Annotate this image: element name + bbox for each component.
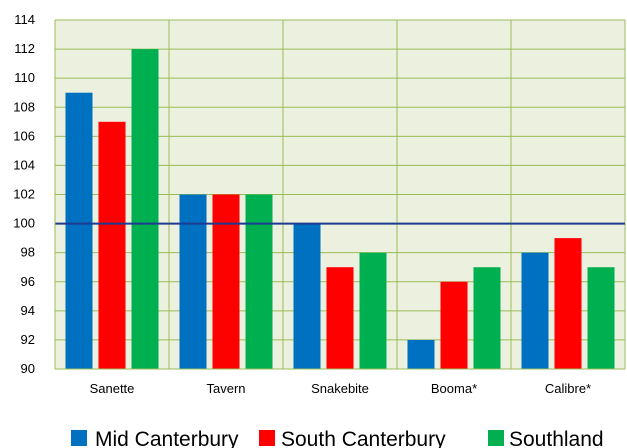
y-axis: 90 92 94 96 98 100 102 104 106 108 110 112 114 [13,12,35,376]
bar-mid-canterbury-snakebite [293,223,321,369]
bar-south-canterbury-booma [440,281,468,369]
y-tick-label: 92 [21,332,35,347]
bar-mid-canterbury-calibre [521,252,549,369]
legend: Mid Canterbury South Canterbury Southland [71,428,604,448]
plot-area [54,19,626,370]
bar-south-canterbury-calibre [554,238,582,369]
y-tick-label: 104 [13,157,35,172]
bar-southland-tavern [245,194,273,369]
y-tick-label: 108 [13,99,35,114]
y-tick-label: 96 [21,274,35,289]
bar-mid-canterbury-booma [407,339,435,369]
bar-southland-calibre [587,267,615,369]
bar-southland-snakebite [359,252,387,369]
legend-label: Mid Canterbury [95,428,239,448]
x-axis: Sanette Tavern Snakebite Booma* Calibre* [90,381,592,396]
y-tick-label: 94 [21,303,35,318]
y-tick-label: 106 [13,128,35,143]
legend-label: South Canterbury [281,428,446,448]
legend-label: Southland [509,428,604,448]
x-tick-label: Calibre* [545,381,591,396]
x-tick-label: Tavern [206,381,245,396]
y-tick-label: 110 [14,70,35,85]
bar-south-canterbury-sanette [98,121,126,370]
y-tick-label: 90 [21,361,35,376]
y-tick-label: 114 [14,12,35,27]
bar-mid-canterbury-sanette [65,92,93,369]
y-tick-label: 100 [13,216,35,231]
x-tick-label: Sanette [90,381,135,396]
y-tick-label: 112 [14,41,35,56]
legend-swatch [488,430,504,446]
y-tick-label: 98 [21,245,35,260]
bar-southland-booma [473,267,501,369]
x-tick-label: Booma* [431,381,477,396]
x-tick-label: Snakebite [311,381,369,396]
legend-swatch [71,430,87,446]
y-tick-label: 102 [13,187,35,202]
bar-south-canterbury-tavern [212,194,240,369]
bar-southland-sanette [131,49,159,369]
bar-mid-canterbury-tavern [179,194,207,369]
bar-south-canterbury-snakebite [326,267,354,369]
legend-swatch [259,430,275,446]
